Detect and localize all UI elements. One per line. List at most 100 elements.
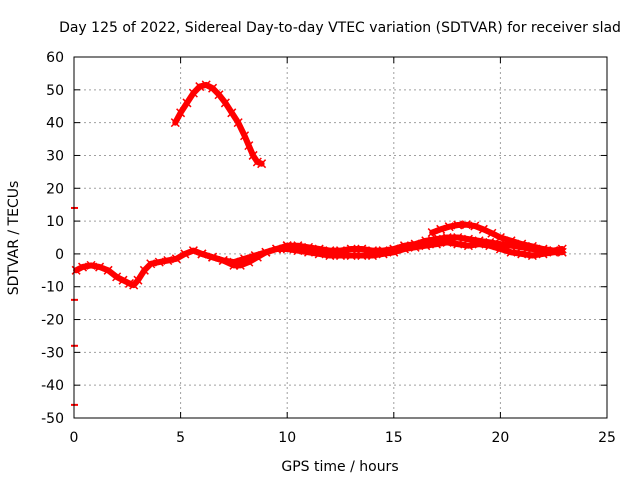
- data-point: [261, 247, 271, 257]
- data-marks: [71, 80, 567, 406]
- series-trace-late-arc: [429, 221, 557, 254]
- data-point: [335, 246, 346, 256]
- axis-ticks: -50 -40 -30 -20 -10 0 10 20 30 40 50 60 0 5 10 15 20 25: [41, 50, 616, 446]
- data-point: [444, 222, 454, 232]
- data-point: [495, 232, 505, 243]
- data-point: [235, 260, 245, 270]
- data-point: [474, 236, 484, 246]
- data-point: [229, 260, 239, 270]
- data-point: [357, 251, 367, 261]
- grid-lines: [74, 57, 607, 418]
- data-point: [325, 246, 335, 256]
- data-point: [421, 236, 431, 246]
- chart-title: Day 125 of 2022, Sidereal Day-to-day VTE…: [59, 20, 621, 36]
- y-tick-label: 50: [46, 83, 64, 99]
- data-point: [293, 241, 303, 251]
- data-point: [176, 108, 186, 118]
- data-point: [461, 220, 471, 230]
- data-point: [71, 265, 81, 275]
- data-point: [154, 257, 164, 267]
- data-point: [77, 262, 88, 272]
- data-point: [527, 251, 537, 261]
- data-point: [240, 131, 250, 141]
- y-tick-label: 0: [55, 247, 64, 263]
- data-point: [485, 237, 495, 247]
- data-point: [252, 252, 262, 262]
- data-point: [487, 228, 497, 238]
- y-tick-label: 20: [46, 181, 64, 197]
- data-point: [171, 254, 181, 264]
- data-point: [453, 220, 463, 230]
- data-point: [470, 221, 480, 231]
- y-tick-label: -20: [41, 313, 64, 329]
- x-tick-label: 20: [491, 430, 509, 446]
- data-point: [220, 98, 230, 108]
- data-point: [506, 236, 516, 246]
- data-point: [399, 241, 409, 251]
- data-point: [195, 82, 205, 92]
- data-point: [244, 141, 254, 151]
- y-tick-label: -30: [41, 345, 64, 361]
- y-tick-label: -40: [41, 378, 64, 394]
- data-point: [442, 232, 452, 243]
- data-point: [463, 241, 473, 251]
- x-axis-label: GPS time / hours: [281, 459, 398, 475]
- data-point: [346, 244, 356, 254]
- data-point: [346, 251, 356, 261]
- data-point: [233, 118, 243, 128]
- data-point: [410, 239, 420, 249]
- data-point: [463, 234, 473, 244]
- data-point: [180, 249, 190, 259]
- data-point: [478, 224, 488, 234]
- data-point: [431, 234, 441, 244]
- data-point: [557, 244, 567, 254]
- data-point: [517, 239, 527, 249]
- data-point: [389, 244, 399, 254]
- data-point: [257, 159, 267, 169]
- data-point: [538, 244, 548, 254]
- data-point: [197, 249, 207, 259]
- data-point: [95, 262, 105, 272]
- y-tick-label: 10: [46, 214, 64, 230]
- data-point: [517, 249, 527, 259]
- data-point: [244, 257, 254, 267]
- data-point: [378, 246, 388, 256]
- data-point: [182, 98, 192, 108]
- series-trace-high-arc: [172, 81, 265, 167]
- x-tick-label: 15: [385, 430, 403, 446]
- data-point: [218, 255, 228, 266]
- data-point: [214, 90, 224, 100]
- data-point: [170, 118, 180, 128]
- data-point: [103, 265, 113, 275]
- data-point: [133, 275, 143, 285]
- x-tick-label: 10: [278, 430, 296, 446]
- data-point: [146, 259, 156, 269]
- data-point: [201, 80, 211, 90]
- data-point: [112, 272, 122, 282]
- y-tick-label: 40: [46, 116, 64, 132]
- data-point: [248, 150, 258, 160]
- x-tick-label: 25: [598, 430, 616, 446]
- y-axis-label: SDTVAR / TECUs: [6, 181, 22, 296]
- data-point: [453, 232, 463, 243]
- y-tick-label: -10: [41, 280, 64, 296]
- x-tick-label: 5: [176, 430, 185, 446]
- y-tick-label: 30: [46, 148, 64, 164]
- data-point: [367, 246, 378, 256]
- data-point: [227, 108, 237, 118]
- data-point: [436, 224, 446, 234]
- data-point: [357, 244, 367, 254]
- y-tick-label: 60: [46, 50, 64, 66]
- x-tick-label: 0: [70, 430, 79, 446]
- data-point: [314, 244, 324, 254]
- data-point: [208, 252, 218, 262]
- data-point: [527, 241, 537, 251]
- data-point: [303, 242, 314, 252]
- data-point: [453, 239, 463, 249]
- data-point: [118, 275, 128, 285]
- data-point: [506, 247, 516, 257]
- plot-frame: [73, 56, 608, 419]
- data-point: [188, 246, 198, 256]
- data-point: [427, 228, 437, 238]
